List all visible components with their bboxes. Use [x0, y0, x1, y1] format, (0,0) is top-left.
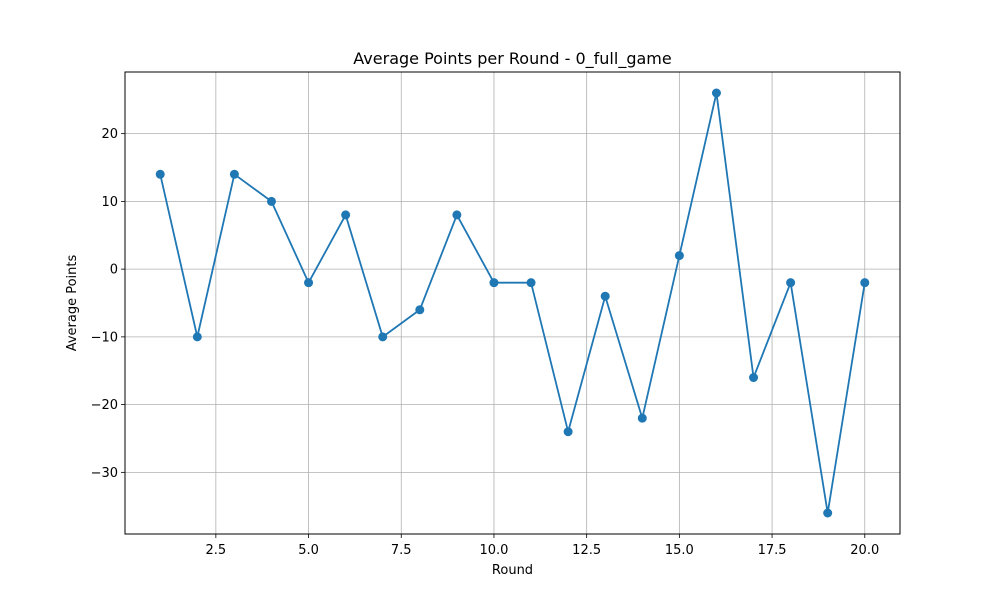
data-point	[823, 508, 833, 518]
y-tick-label: 20	[101, 127, 118, 142]
x-tick-label: 2.5	[206, 543, 227, 558]
x-tick-label: 5.0	[298, 543, 319, 558]
y-tick-label: −10	[91, 330, 118, 345]
y-axis-label: Average Points	[65, 254, 80, 351]
x-axis-label: Round	[492, 563, 533, 578]
x-tick-label: 20.0	[850, 543, 879, 558]
data-point	[860, 278, 870, 288]
data-point	[452, 210, 462, 220]
data-point	[711, 88, 721, 98]
data-point	[563, 427, 573, 437]
y-tick-label: −30	[91, 466, 118, 481]
y-tick-label: 10	[101, 195, 118, 210]
data-point	[378, 332, 388, 342]
axis-ticks: 2.5 5.0 7.5 10.0 12.5 15.0 17.5 20.0 −30 −20 −10 0 1…	[91, 127, 880, 558]
x-tick-label: 7.5	[391, 543, 412, 558]
data-point	[155, 169, 165, 179]
x-tick-label: 15.0	[665, 543, 694, 558]
x-tick-label: 12.5	[572, 543, 601, 558]
data-point	[674, 251, 684, 261]
data-point	[266, 196, 276, 206]
grid-lines	[125, 72, 900, 534]
data-point	[600, 291, 610, 301]
data-point	[415, 305, 425, 315]
data-point	[192, 332, 202, 342]
plot-frame	[124, 71, 901, 535]
data-point	[786, 278, 796, 288]
y-tick-label: 0	[110, 263, 118, 278]
data-point	[304, 278, 314, 288]
x-tick-label: 10.0	[479, 543, 508, 558]
data-point	[489, 278, 499, 288]
data-series	[155, 88, 870, 518]
series-line	[159, 92, 866, 514]
data-point	[526, 278, 536, 288]
chart-title: Average Points per Round - 0_full_game	[353, 49, 671, 69]
y-tick-label: −20	[91, 398, 118, 413]
data-point	[341, 210, 351, 220]
data-point	[229, 169, 239, 179]
x-tick-label: 17.5	[758, 543, 787, 558]
data-point	[749, 373, 759, 383]
data-point	[637, 413, 647, 423]
